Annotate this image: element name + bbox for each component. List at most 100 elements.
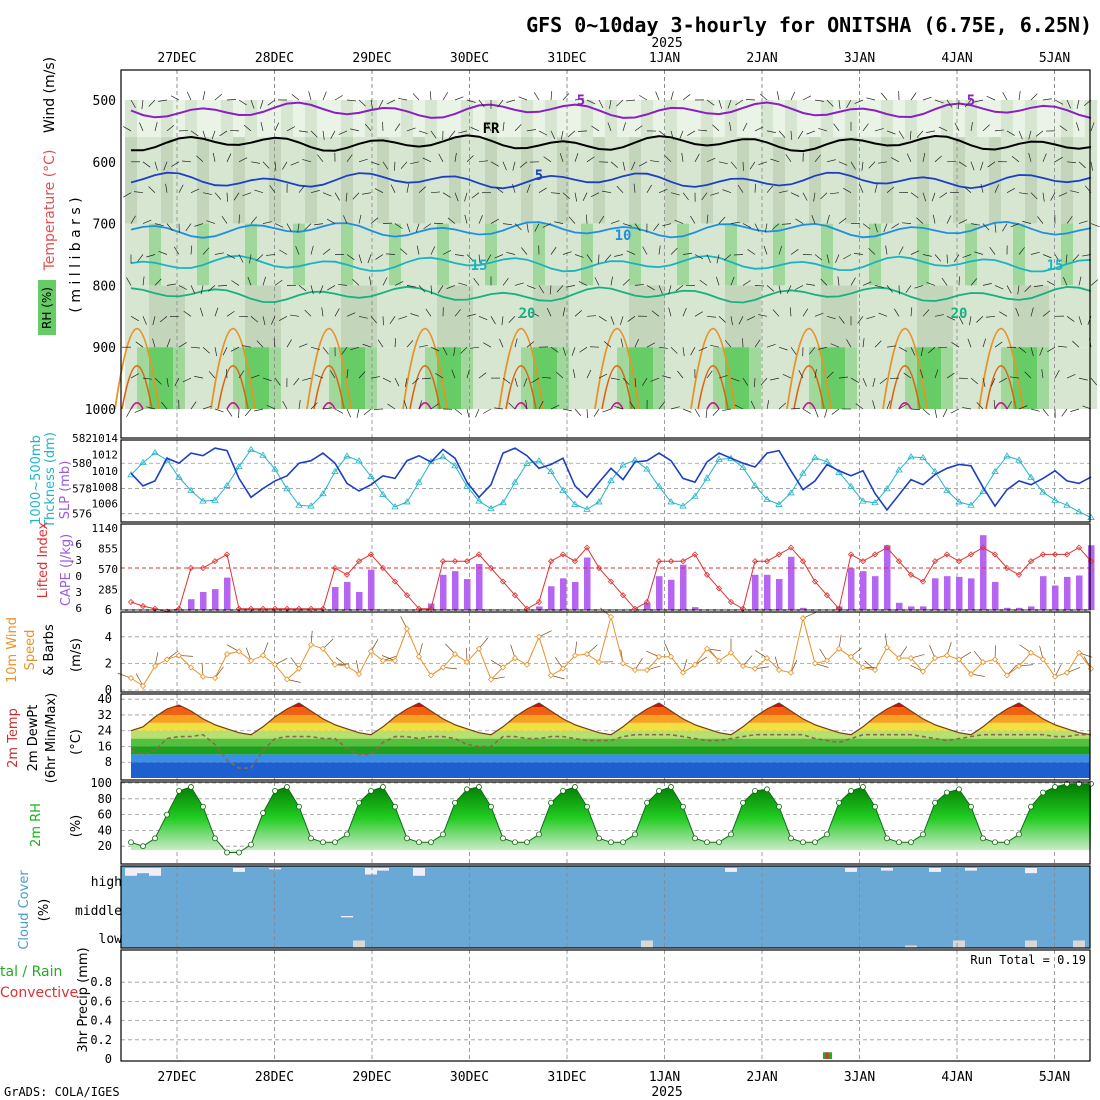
cape-bar — [200, 592, 207, 610]
wind-barb — [638, 161, 648, 167]
slp-marker — [643, 465, 651, 472]
rh-cell — [317, 285, 330, 348]
wind-barb — [442, 249, 452, 255]
wind-barb — [610, 316, 615, 325]
rh-cell — [641, 137, 654, 224]
wind-barb — [675, 285, 684, 292]
wind-barb — [579, 346, 588, 353]
wind-barb — [317, 154, 324, 163]
li-marker — [727, 598, 735, 606]
wind-barb — [546, 307, 552, 317]
date-tick-label: 28DEC — [255, 1070, 294, 1085]
wind-barb — [146, 406, 156, 410]
wind-barb — [934, 254, 942, 262]
wind-barb — [1078, 220, 1088, 224]
rh-cell — [629, 285, 642, 348]
wind-barb — [1078, 276, 1082, 286]
wind-barb — [260, 99, 264, 109]
rh-marker — [404, 835, 410, 842]
wind-barb — [919, 369, 924, 379]
wind10-barb — [802, 612, 816, 619]
wind-barb — [910, 408, 920, 411]
cape-bar — [1064, 576, 1071, 610]
wind-barb — [797, 130, 804, 139]
wind-barb — [478, 372, 487, 379]
li-marker — [415, 605, 423, 612]
cape-bar — [440, 574, 447, 610]
wind-barb — [598, 99, 604, 109]
wind-barb — [682, 307, 687, 317]
thickness-label-1: 1000~500mb — [29, 435, 44, 525]
wind-barb — [231, 280, 240, 286]
wind-barb — [200, 285, 204, 295]
wind10-barb — [1054, 664, 1062, 677]
cape-bar — [1052, 585, 1059, 610]
wind-barb — [170, 95, 180, 101]
wind-barb — [993, 400, 996, 410]
wind-barb — [403, 400, 408, 410]
wind-barb — [442, 347, 448, 356]
profile-panel-border — [120, 69, 1091, 439]
wind-barb — [249, 254, 252, 264]
wind-barb — [478, 215, 483, 224]
rh-cell — [1085, 285, 1098, 348]
rh-cell — [485, 223, 498, 286]
wind-marker — [871, 666, 879, 674]
wind-barb — [190, 245, 193, 255]
temperature-contour — [130, 285, 1092, 304]
wind-barb — [934, 314, 944, 317]
wind-barb — [141, 99, 144, 109]
cloud-high-bar — [269, 868, 281, 870]
wind-barb — [538, 285, 545, 294]
rh-cell — [869, 223, 882, 286]
wind-barb — [802, 95, 812, 101]
slp-marker — [1027, 473, 1035, 480]
date-tick-label: 28DEC — [255, 51, 294, 66]
wind-barb — [519, 161, 528, 168]
date-tick-label: 1JAN — [649, 51, 680, 66]
wind-barb — [922, 96, 932, 101]
wind-barb — [497, 99, 504, 108]
wind-barb — [343, 215, 348, 224]
contour-label: 20 — [951, 306, 968, 322]
rh-cell — [557, 347, 570, 409]
wind-barb — [518, 96, 528, 101]
rh-cell — [977, 285, 990, 348]
rh-marker — [860, 784, 866, 790]
slp-tick-label: 1008 — [92, 481, 119, 494]
wind-barb — [1039, 347, 1044, 356]
rh-marker — [152, 835, 158, 842]
wind-barb — [734, 404, 744, 410]
wind-markers — [127, 613, 1095, 690]
slp-marker — [367, 472, 375, 479]
wind-barb — [577, 130, 588, 132]
wind-marker — [955, 656, 963, 663]
wind-barb — [718, 99, 722, 109]
wind-barb — [319, 285, 324, 294]
wind-barb — [1006, 130, 1015, 136]
wind-barb — [123, 126, 132, 132]
rh-cell — [1061, 137, 1074, 224]
rh-cell — [197, 285, 210, 348]
wind-barb — [260, 122, 264, 131]
wind-barb — [418, 186, 426, 193]
rh-cell — [401, 100, 414, 138]
rh-cell — [149, 137, 162, 224]
wind-barb — [690, 215, 696, 224]
wind-barb — [370, 376, 380, 379]
cape-bar — [344, 581, 351, 610]
wind-barb — [838, 99, 841, 109]
wind-barb — [730, 377, 740, 382]
li-marker — [187, 564, 195, 572]
rh-cell — [269, 285, 282, 348]
li-marker — [259, 605, 267, 612]
wind-barb — [820, 192, 828, 200]
wind-barb — [718, 375, 728, 379]
slp-marker — [787, 489, 795, 496]
contour-label: 5 — [577, 93, 585, 109]
rh-cell — [1085, 100, 1098, 138]
wind-barb — [244, 408, 252, 417]
wind-barb — [346, 312, 356, 317]
wind-barb — [466, 408, 470, 418]
wind-barb — [1010, 376, 1020, 379]
